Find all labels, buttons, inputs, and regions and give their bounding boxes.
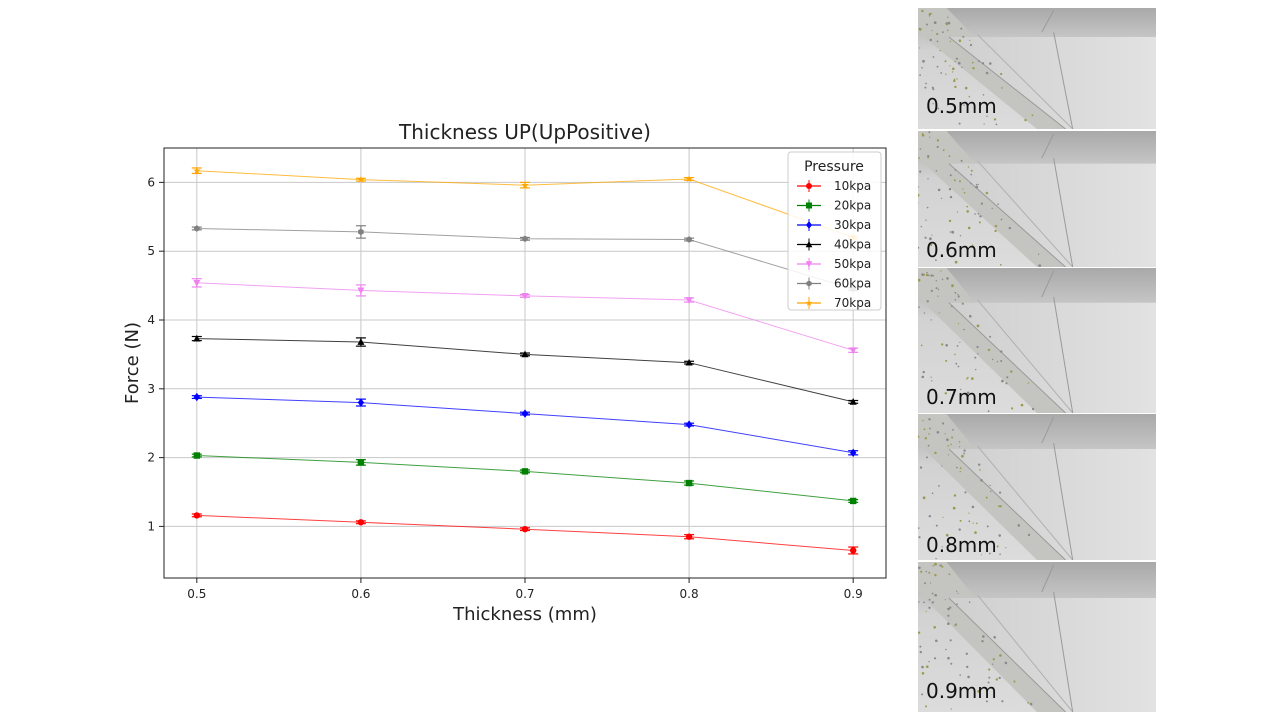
data-point bbox=[849, 398, 857, 405]
data-point bbox=[357, 287, 365, 295]
data-point bbox=[849, 347, 857, 355]
data-point bbox=[685, 420, 693, 429]
data-point bbox=[193, 334, 201, 342]
legend-title: Pressure bbox=[804, 159, 864, 175]
legend-marker bbox=[806, 221, 812, 229]
series-layer bbox=[191, 166, 859, 555]
legend-item-60kpa: 60kpa bbox=[797, 277, 871, 291]
legend-item-50kpa: 50kpa bbox=[797, 257, 871, 271]
legend-label: 40kpa bbox=[834, 238, 871, 252]
thumbnail-0-7mm bbox=[918, 268, 1156, 413]
legend-label: 70kpa bbox=[834, 296, 871, 310]
thumbnail-label-0-6mm: 0.6mm bbox=[926, 238, 997, 262]
data-point bbox=[357, 338, 365, 345]
legend-box bbox=[787, 151, 882, 311]
series-10kpa bbox=[191, 512, 859, 555]
data-point bbox=[521, 409, 529, 418]
chart-title: Thickness UP(UpPositive) bbox=[398, 120, 651, 144]
x-tick-label: 0.9 bbox=[844, 587, 863, 601]
x-axis-ticks: 0.5 0.6 0.7 0.8 0.9 bbox=[187, 578, 863, 601]
data-point bbox=[521, 468, 529, 475]
render-image bbox=[918, 131, 1156, 267]
render-image bbox=[918, 562, 1156, 712]
x-tick-label: 0.6 bbox=[351, 587, 370, 601]
data-point bbox=[849, 448, 857, 457]
data-point bbox=[193, 279, 201, 287]
thumbnail-0-5mm bbox=[918, 8, 1156, 129]
series-50kpa bbox=[191, 278, 859, 355]
legend-label: 50kpa bbox=[834, 257, 871, 271]
y-tick-label: 6 bbox=[147, 175, 155, 189]
render-image bbox=[918, 8, 1156, 129]
data-point bbox=[194, 225, 200, 232]
y-axis-ticks: 1 2 3 4 5 6 bbox=[147, 175, 164, 533]
thumbnail-0-9mm bbox=[918, 562, 1156, 712]
data-point bbox=[357, 175, 365, 183]
data-point bbox=[193, 452, 201, 459]
data-point bbox=[522, 235, 528, 242]
series-30kpa bbox=[191, 392, 859, 457]
data-point bbox=[357, 459, 365, 466]
legend-marker bbox=[806, 280, 812, 287]
legend-item-40kpa: 40kpa bbox=[797, 238, 871, 252]
y-tick-label: 3 bbox=[147, 382, 155, 396]
legend-marker bbox=[806, 202, 812, 209]
data-point bbox=[685, 479, 693, 487]
data-point bbox=[849, 497, 857, 505]
data-point bbox=[358, 228, 364, 236]
legend-marker bbox=[805, 261, 813, 268]
legend-marker bbox=[805, 299, 813, 306]
data-point bbox=[521, 293, 529, 300]
data-point bbox=[357, 519, 365, 526]
data-point bbox=[685, 175, 693, 183]
y-tick-label: 2 bbox=[147, 451, 155, 465]
series-40kpa bbox=[191, 334, 859, 405]
data-point bbox=[849, 547, 857, 554]
x-axis-label: Thickness (mm) bbox=[452, 604, 597, 625]
thumbnail-label-0-8mm: 0.8mm bbox=[926, 533, 997, 557]
legend-item-20kpa: 20kpa bbox=[797, 199, 871, 213]
x-tick-label: 0.5 bbox=[187, 587, 206, 601]
render-image bbox=[918, 414, 1156, 560]
thumbnail-label-0-9mm: 0.9mm bbox=[926, 679, 997, 703]
data-point bbox=[685, 297, 693, 304]
y-tick-label: 4 bbox=[147, 313, 155, 327]
data-point bbox=[357, 398, 365, 407]
force-vs-thickness-chart: 0.5 0.6 0.7 0.8 0.9 1 2 3 4 5 6 Thickness UP(UpPo… bbox=[122, 120, 887, 625]
thumbnail-0-8mm bbox=[918, 414, 1156, 560]
x-tick-label: 0.7 bbox=[515, 587, 534, 601]
thumbnail-label-0-5mm: 0.5mm bbox=[926, 94, 997, 118]
data-point bbox=[193, 392, 201, 402]
data-point bbox=[685, 358, 693, 366]
y-tick-label: 5 bbox=[147, 244, 155, 258]
data-point bbox=[193, 512, 201, 519]
render-image bbox=[918, 268, 1156, 413]
legend-item-30kpa: 30kpa bbox=[797, 218, 871, 232]
y-tick-label: 1 bbox=[147, 519, 155, 533]
data-point bbox=[521, 525, 529, 533]
legend-item-10kpa: 10kpa bbox=[797, 179, 871, 193]
legend-label: 30kpa bbox=[834, 218, 871, 232]
data-point bbox=[193, 166, 201, 174]
legend-item-70kpa: 70kpa bbox=[797, 296, 871, 310]
thumbnail-0-6mm bbox=[918, 131, 1156, 267]
legend-marker bbox=[806, 183, 812, 189]
thumbnail-label-0-7mm: 0.7mm bbox=[926, 385, 997, 409]
data-point bbox=[521, 181, 529, 189]
series-20kpa bbox=[191, 452, 859, 505]
data-point bbox=[685, 533, 693, 540]
legend-label: 60kpa bbox=[834, 277, 871, 291]
legend: Pressure 10kpa 20kpa 30kpa 40kpa 50kpa 60kpa 7… bbox=[787, 151, 882, 311]
legend-label: 20kpa bbox=[834, 199, 871, 213]
x-tick-label: 0.8 bbox=[680, 587, 699, 601]
data-point bbox=[686, 236, 692, 243]
y-axis-label: Force (N) bbox=[122, 322, 143, 404]
data-point bbox=[521, 350, 529, 358]
legend-marker bbox=[805, 240, 813, 248]
legend-label: 10kpa bbox=[834, 179, 871, 193]
